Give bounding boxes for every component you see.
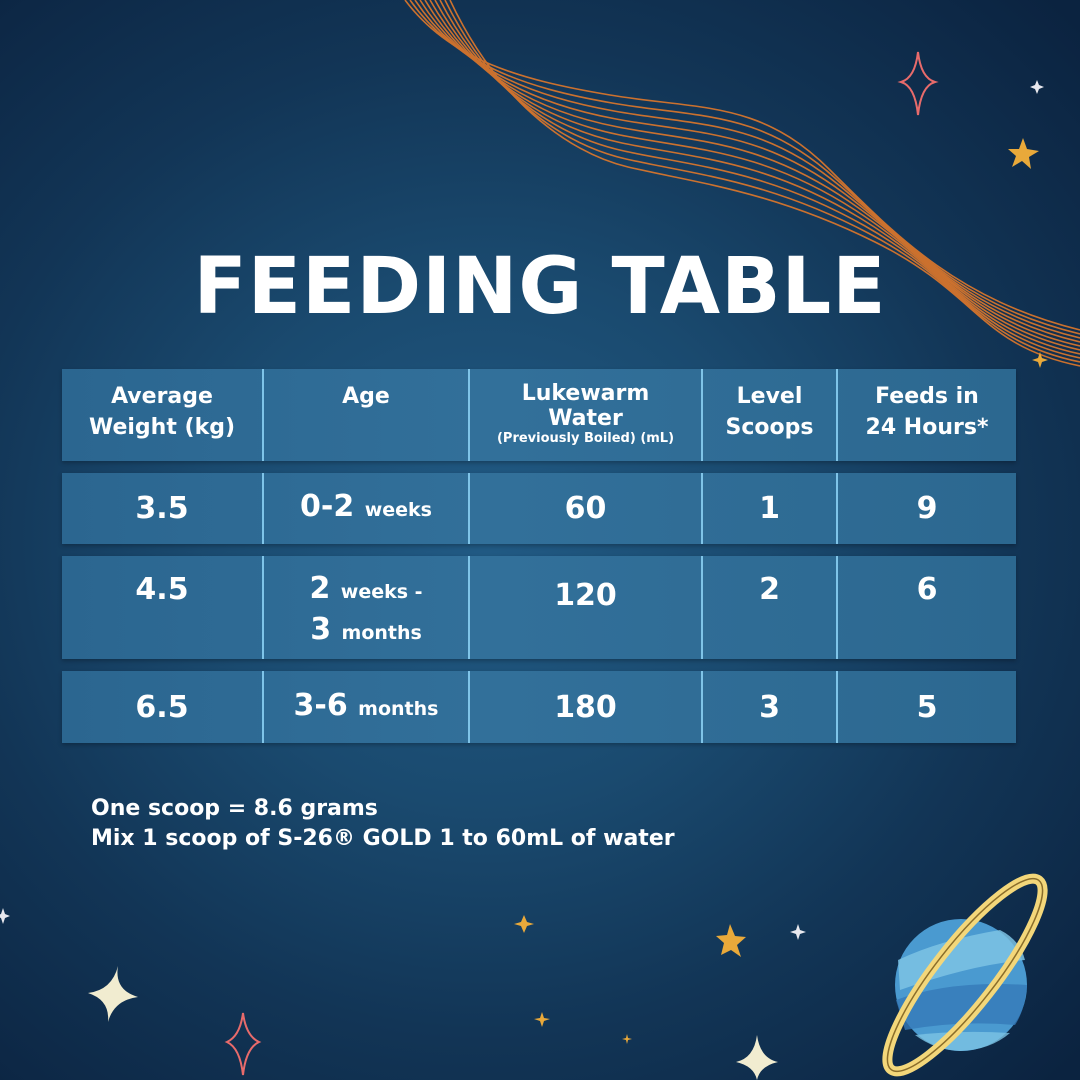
star-small-white-top [1030, 80, 1044, 94]
header-label: Feeds in [875, 384, 979, 409]
table-row: 4.5 2 weeks - 3 months 120 2 6 [62, 556, 1016, 659]
cell-water: 60 [470, 473, 703, 544]
header-feeds-24h: Feeds in 24 Hours* [838, 369, 1016, 461]
star-gold-tiny-bottom [534, 1012, 550, 1027]
page-title: FEEDING TABLE [193, 242, 887, 333]
header-level-scoops: Level Scoops [703, 369, 838, 461]
star-gold-top [1008, 138, 1039, 169]
header-label: Scoops [725, 415, 814, 440]
age-unit: weeks [364, 499, 432, 521]
star-gold-small-right [1032, 352, 1048, 368]
header-label: 24 Hours* [865, 415, 989, 440]
planet-illustration [882, 873, 1048, 1077]
header-label: Age [342, 384, 390, 409]
cell-feeds: 9 [916, 491, 938, 526]
cell-scoops: 2 [703, 556, 838, 659]
cell-water: 180 [470, 671, 703, 743]
table-row: 6.5 3-6 months 180 3 5 [62, 671, 1016, 743]
age-unit: weeks - [340, 581, 423, 603]
water-value: 120 [554, 578, 617, 613]
note-scoop-weight: One scoop = 8.6 grams [91, 796, 378, 821]
header-lukewarm-water: Lukewarm Water (Previously Boiled) (mL) [470, 369, 703, 461]
star-white-left [0, 908, 10, 924]
header-age: Age [264, 369, 470, 461]
scoops-value: 2 [759, 572, 780, 607]
star-gold-large-bottom [716, 924, 746, 957]
table-header-row: Average Weight (kg) Age Lukewarm Water (… [62, 369, 1016, 461]
cell-age: 3-6 months [264, 671, 470, 743]
age-value: 2 [309, 571, 331, 606]
cell-scoops: 1 [703, 473, 838, 544]
star-gold-dot-bottom [622, 1034, 632, 1044]
age-value: 3 [310, 612, 332, 647]
star-white-bottom [790, 924, 806, 940]
star-cream-bottom-right [736, 1035, 778, 1080]
cell-weight: 3.5 [62, 473, 264, 544]
star-cream-bottom-left [88, 966, 138, 1022]
note-mix-instructions: Mix 1 scoop of S-26® GOLD 1 to 60mL of w… [91, 826, 675, 851]
star-pink-outline-top [897, 51, 939, 116]
feeds-value: 6 [916, 572, 938, 607]
cell-weight: 4.5 [62, 556, 264, 659]
header-label: Lukewarm [521, 381, 650, 406]
star-gold-mid-bottom [514, 915, 534, 933]
header-label: Weight (kg) [88, 415, 236, 440]
cell-feeds: 6 [838, 556, 1016, 659]
header-label: Average [111, 384, 213, 409]
cell-water: 120 [470, 556, 703, 659]
cell-weight: 6.5 [62, 671, 264, 743]
weight-value: 4.5 [135, 572, 189, 607]
cell-scoops: 3 [703, 671, 838, 743]
cell-age: 0-2 weeks [264, 473, 470, 544]
age-value: 3-6 [293, 687, 348, 723]
cell-age: 2 weeks - 3 months [264, 556, 470, 659]
age-unit: months [358, 697, 439, 720]
table-row: 3.5 0-2 weeks 60 1 9 [62, 473, 1016, 544]
header-label: Water [548, 406, 623, 431]
footnotes: One scoop = 8.6 grams Mix 1 scoop of S-2… [91, 794, 675, 854]
header-label: Level [736, 384, 803, 409]
feeding-table: Average Weight (kg) Age Lukewarm Water (… [62, 369, 1016, 755]
header-sublabel: (Previously Boiled) (mL) [496, 431, 675, 446]
cell-feeds: 5 [916, 689, 938, 725]
age-value: 0-2 [300, 489, 355, 524]
star-pink-outline-bottom [224, 1012, 262, 1076]
header-average-weight: Average Weight (kg) [62, 369, 264, 461]
age-unit: months [341, 622, 422, 644]
